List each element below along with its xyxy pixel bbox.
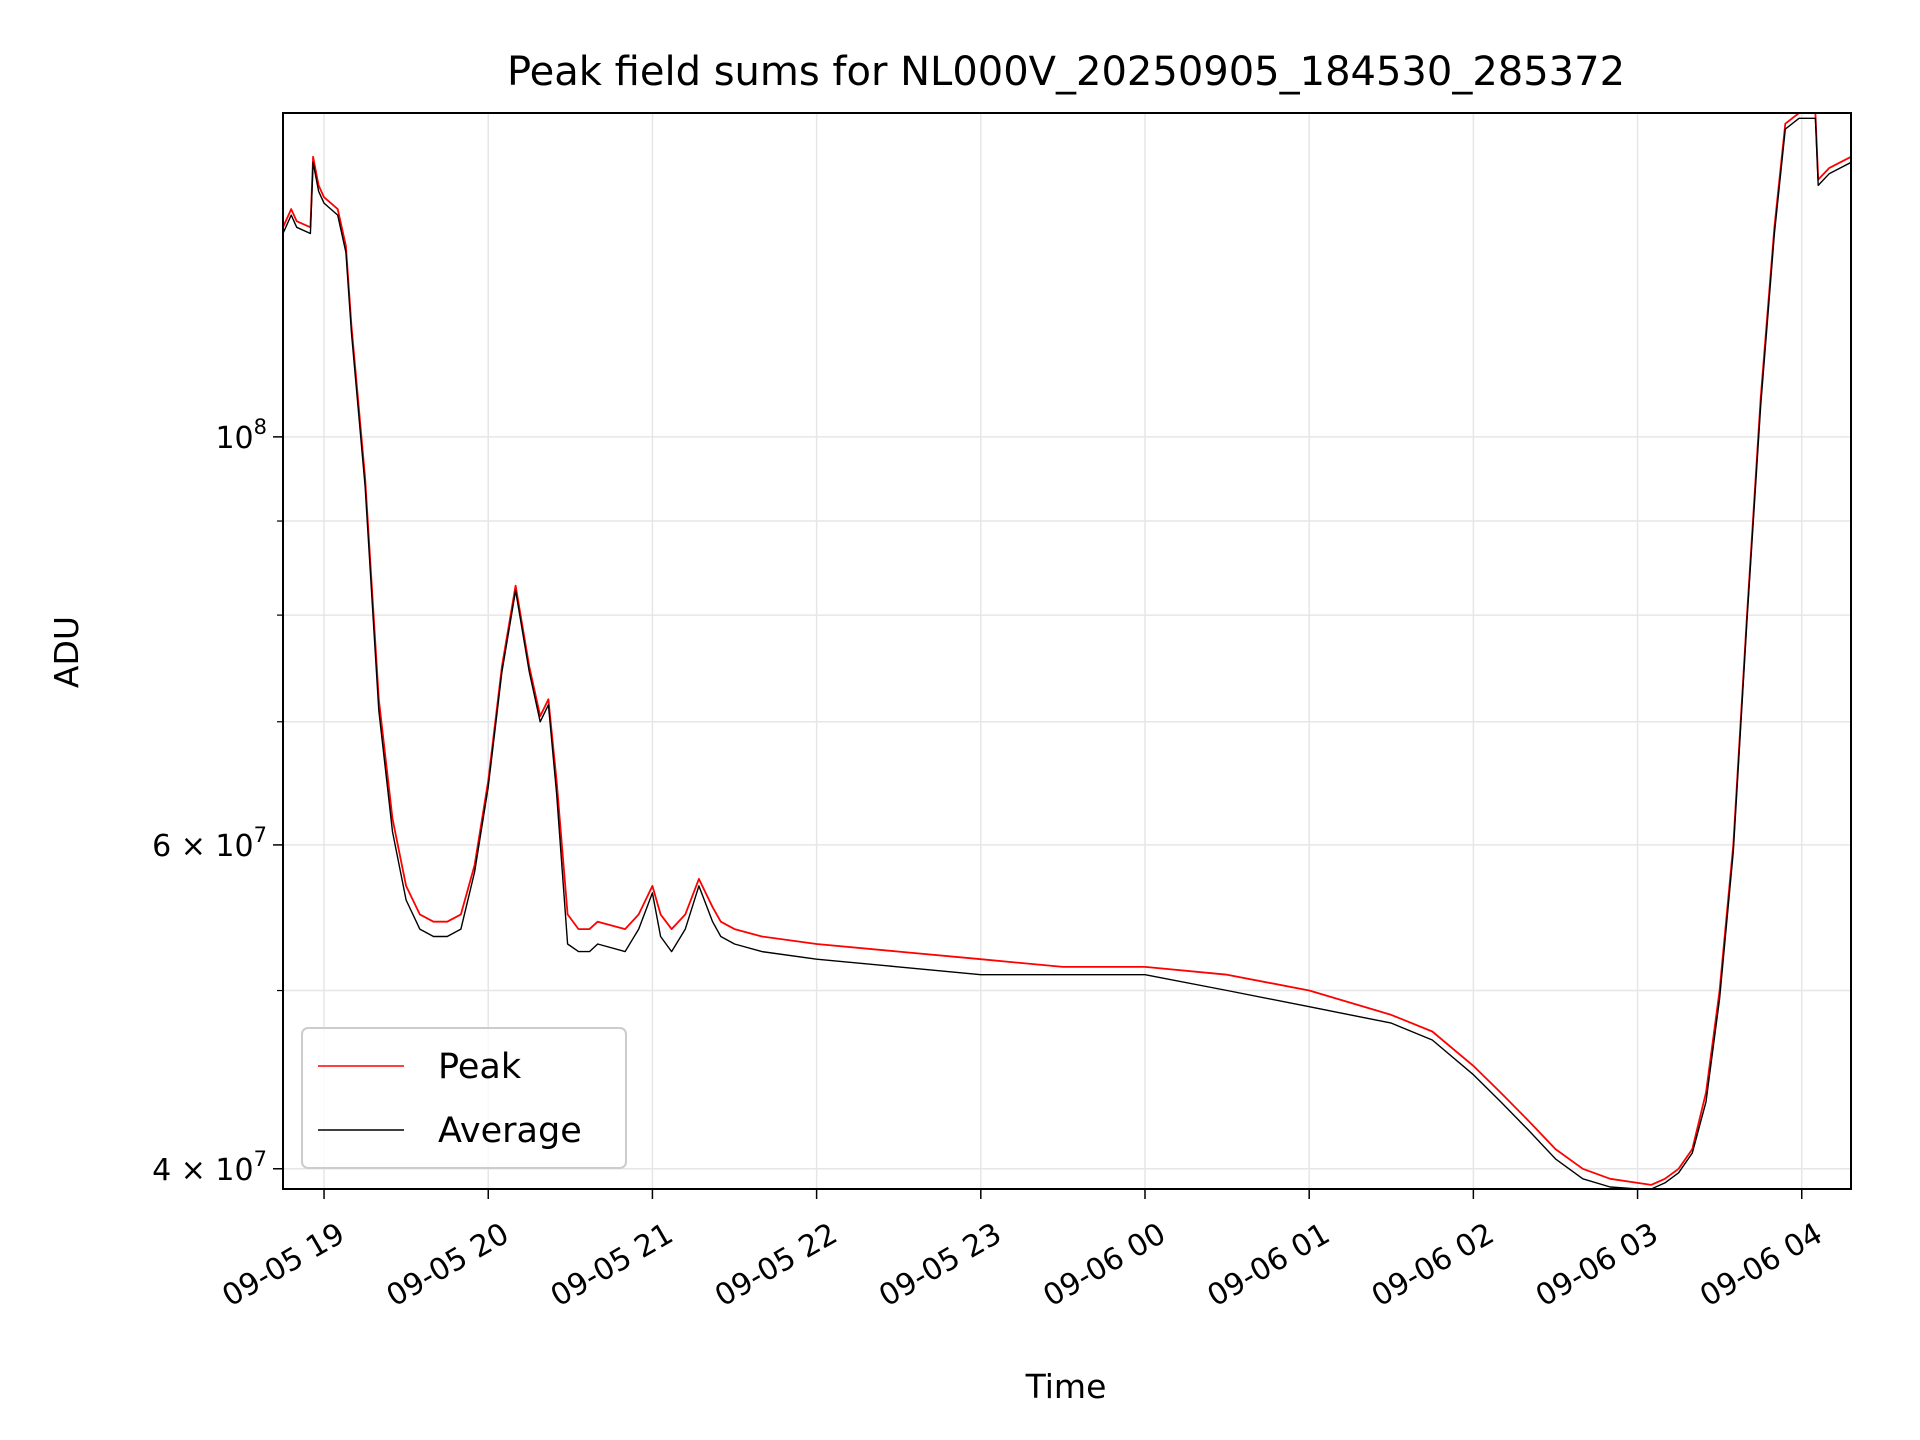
grid xyxy=(283,113,1851,1189)
x-axis-label: Time xyxy=(1025,1367,1107,1406)
legend-entry-peak: Peak xyxy=(438,1047,522,1087)
x-tick-label: 09-06 02 xyxy=(1366,1216,1500,1314)
series-line-peak xyxy=(283,113,1851,1186)
plot-frame xyxy=(282,112,1852,1190)
x-tick-label: 09-06 01 xyxy=(1202,1216,1336,1314)
legend-entry-average: Average xyxy=(438,1111,582,1151)
series-line-average xyxy=(283,117,1851,1189)
x-tick-label: 09-05 20 xyxy=(381,1216,515,1314)
y-tick-label: 4 × 107 xyxy=(152,1147,267,1188)
x-tick-label: 09-05 23 xyxy=(873,1216,1007,1314)
legend-box xyxy=(301,1027,627,1169)
x-tick-label: 09-06 00 xyxy=(1037,1216,1171,1314)
x-tick-label: 09-06 04 xyxy=(1694,1216,1828,1314)
y-tick-label: 6 × 107 xyxy=(152,823,267,864)
x-tick-label: 09-05 21 xyxy=(545,1216,679,1314)
chart-title: Peak field sums for NL000V_20250905_1845… xyxy=(507,49,1625,95)
legend: Peak Average xyxy=(301,1027,627,1169)
y-axis-ticks: 4 × 107 6 × 107 108 xyxy=(152,415,283,1188)
y-tick-label: 108 xyxy=(215,415,267,456)
y-axis-label: ADU xyxy=(47,616,86,688)
x-tick-label: 09-05 22 xyxy=(709,1216,843,1314)
x-axis-ticks: 09-05 19 09-05 20 09-05 21 09-05 22 09-05 23… xyxy=(217,1189,1829,1314)
x-tick-label: 09-06 03 xyxy=(1530,1216,1664,1314)
series-layer xyxy=(283,113,1851,1189)
x-tick-label: 09-05 19 xyxy=(217,1216,351,1314)
